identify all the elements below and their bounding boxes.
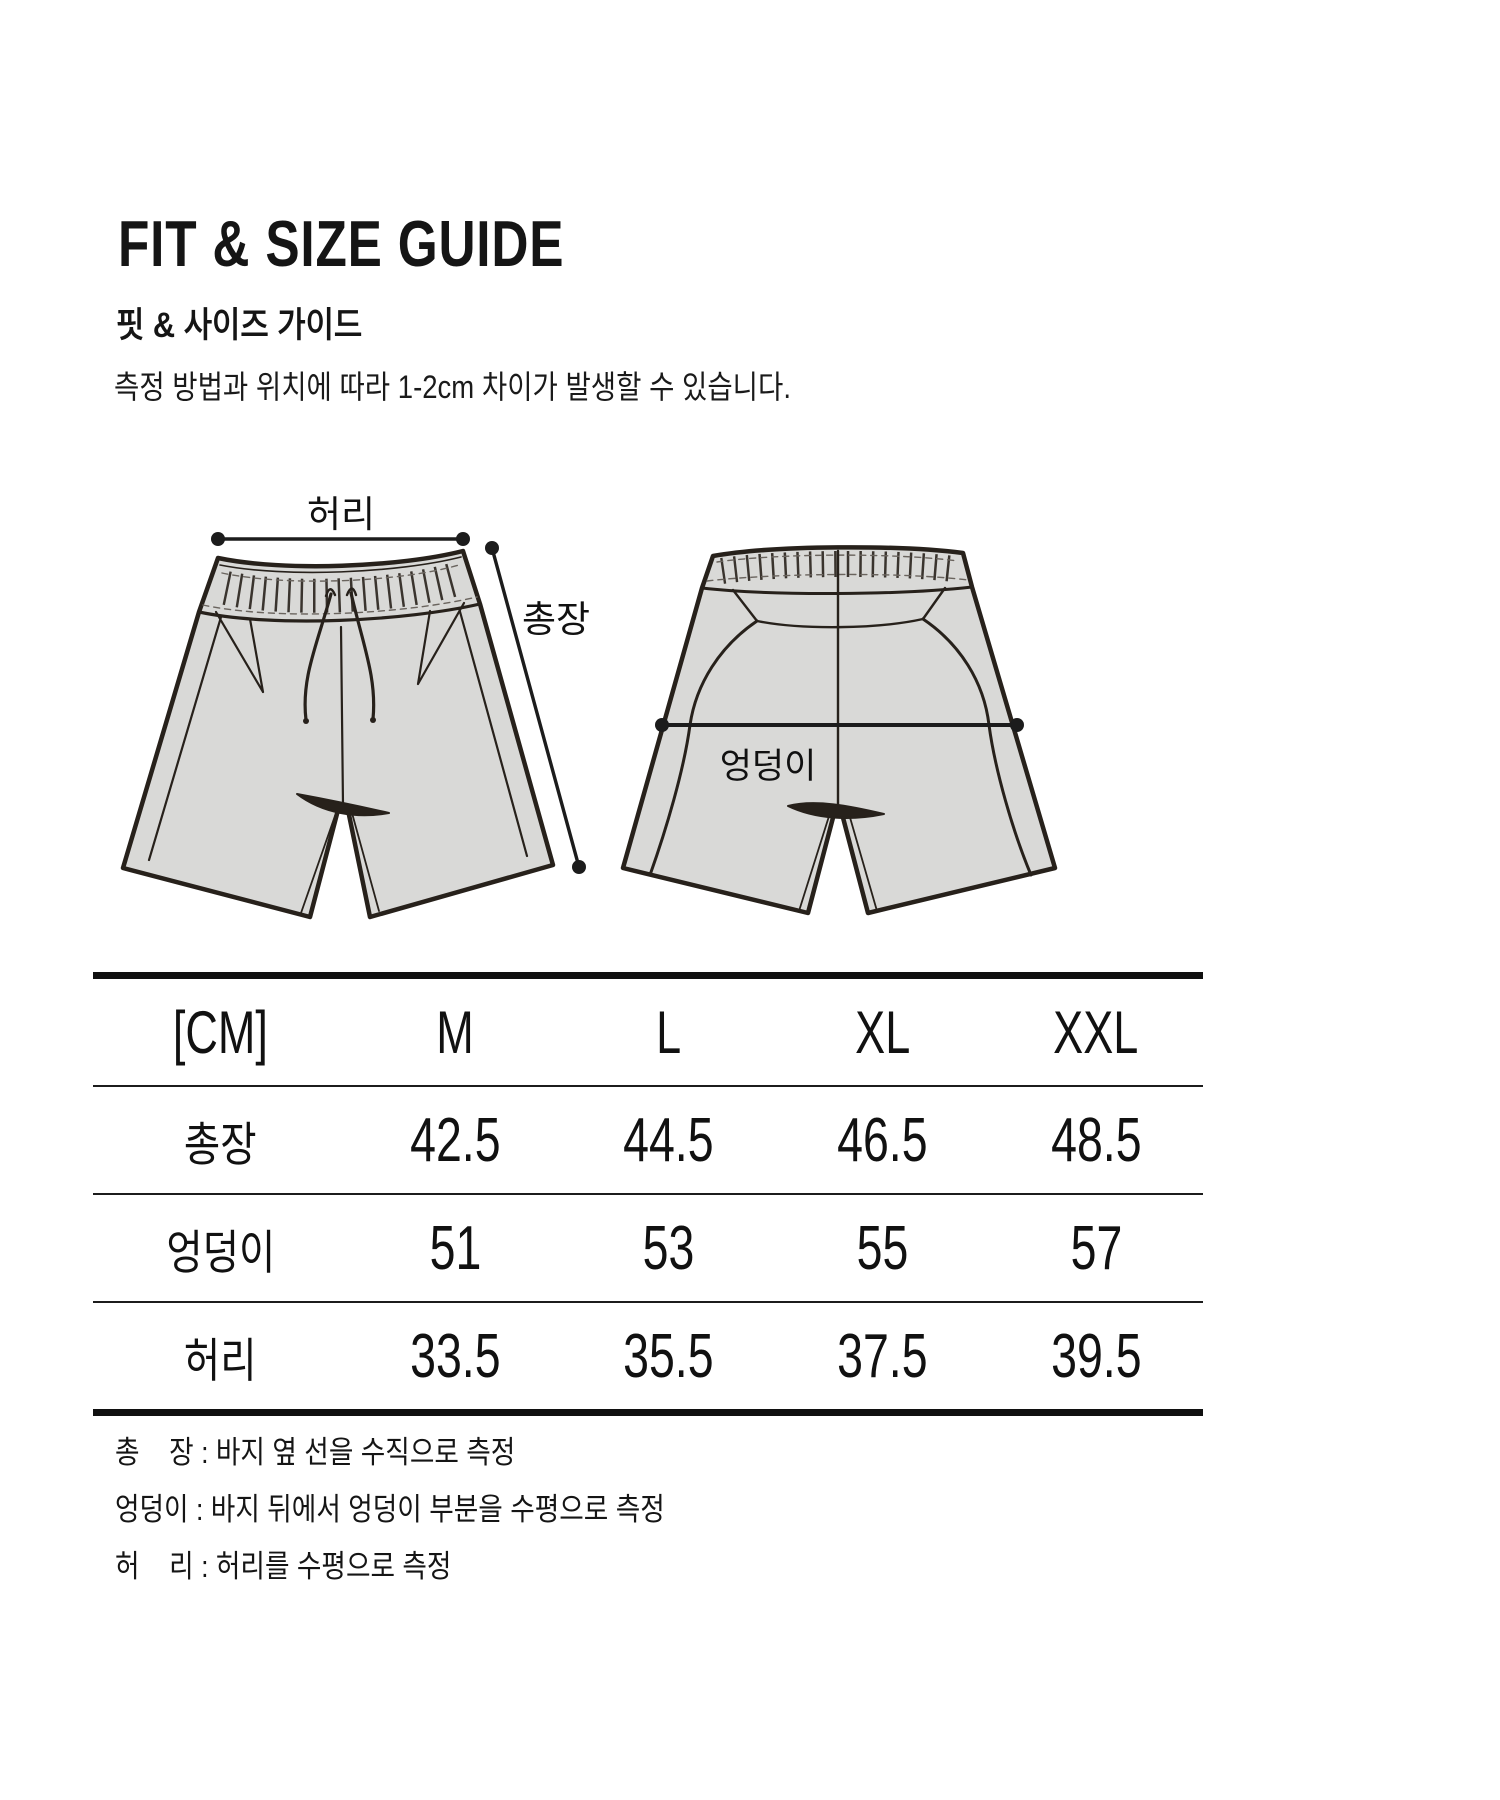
length-label: 총장 xyxy=(522,599,590,640)
hip-measure-line xyxy=(655,718,1024,732)
size-column-l: L xyxy=(656,998,682,1066)
note-length: 총 장 : 바지 옆 선을 수직으로 측정 xyxy=(115,1435,516,1470)
back-shorts-drawing: 엉덩이 xyxy=(620,545,1058,916)
value-cell: 57 xyxy=(1070,1213,1123,1283)
note-waist: 허 리 : 허리를 수평으로 측정 xyxy=(115,1549,452,1584)
waist-label: 허리 xyxy=(307,494,375,535)
value-cell: 39.5 xyxy=(1050,1321,1142,1391)
waist-measure-line xyxy=(211,532,470,546)
table-row-hip: 엉덩이 51 53 55 57 xyxy=(93,1193,1203,1301)
row-label: 엉덩이 xyxy=(166,1225,276,1279)
value-cell: 46.5 xyxy=(837,1105,928,1175)
hip-label: 엉덩이 xyxy=(720,747,817,786)
size-table: [CM] M L XL XXL 총장 42.5 44.5 46.5 48.5 엉… xyxy=(93,972,1203,1416)
measurement-disclaimer: 측정 방법과 위치에 따라 1-2cm 차이가 발생할 수 있습니다. xyxy=(114,369,791,405)
value-cell: 42.5 xyxy=(409,1105,501,1175)
size-column-xl: XL xyxy=(854,998,910,1066)
value-cell: 33.5 xyxy=(409,1321,501,1391)
row-label: 허리 xyxy=(184,1333,257,1387)
page-subtitle-korean: 핏 & 사이즈 가이드 xyxy=(116,306,363,345)
value-cell: 44.5 xyxy=(623,1105,715,1175)
table-row-length: 총장 42.5 44.5 46.5 48.5 xyxy=(93,1085,1203,1193)
size-table-header-row: [CM] M L XL XXL xyxy=(93,979,1203,1085)
value-cell: 55 xyxy=(856,1213,909,1283)
value-cell: 53 xyxy=(642,1213,695,1283)
front-shorts-drawing: 허리 총장 xyxy=(120,494,590,920)
value-cell: 35.5 xyxy=(623,1321,715,1391)
measurement-notes: 총 장 : 바지 옆 선을 수직으로 측정 엉덩이 : 바지 뒤에서 엉덩이 부… xyxy=(115,1424,754,1595)
page-title: FIT & SIZE GUIDE xyxy=(118,207,565,280)
note-hip: 엉덩이 : 바지 뒤에서 엉덩이 부분을 수평으로 측정 xyxy=(115,1492,665,1527)
drawstring xyxy=(303,587,376,724)
row-label: 총장 xyxy=(184,1117,257,1171)
value-cell: 51 xyxy=(429,1213,481,1283)
table-row-waist: 허리 33.5 35.5 37.5 39.5 xyxy=(93,1301,1203,1409)
unit-header-cell: [CM] xyxy=(173,998,269,1066)
length-measure-line xyxy=(485,541,586,874)
size-column-xxl: XXL xyxy=(1053,998,1139,1066)
value-cell: 48.5 xyxy=(1050,1105,1142,1175)
size-column-m: M xyxy=(436,998,474,1066)
value-cell: 37.5 xyxy=(837,1321,928,1391)
